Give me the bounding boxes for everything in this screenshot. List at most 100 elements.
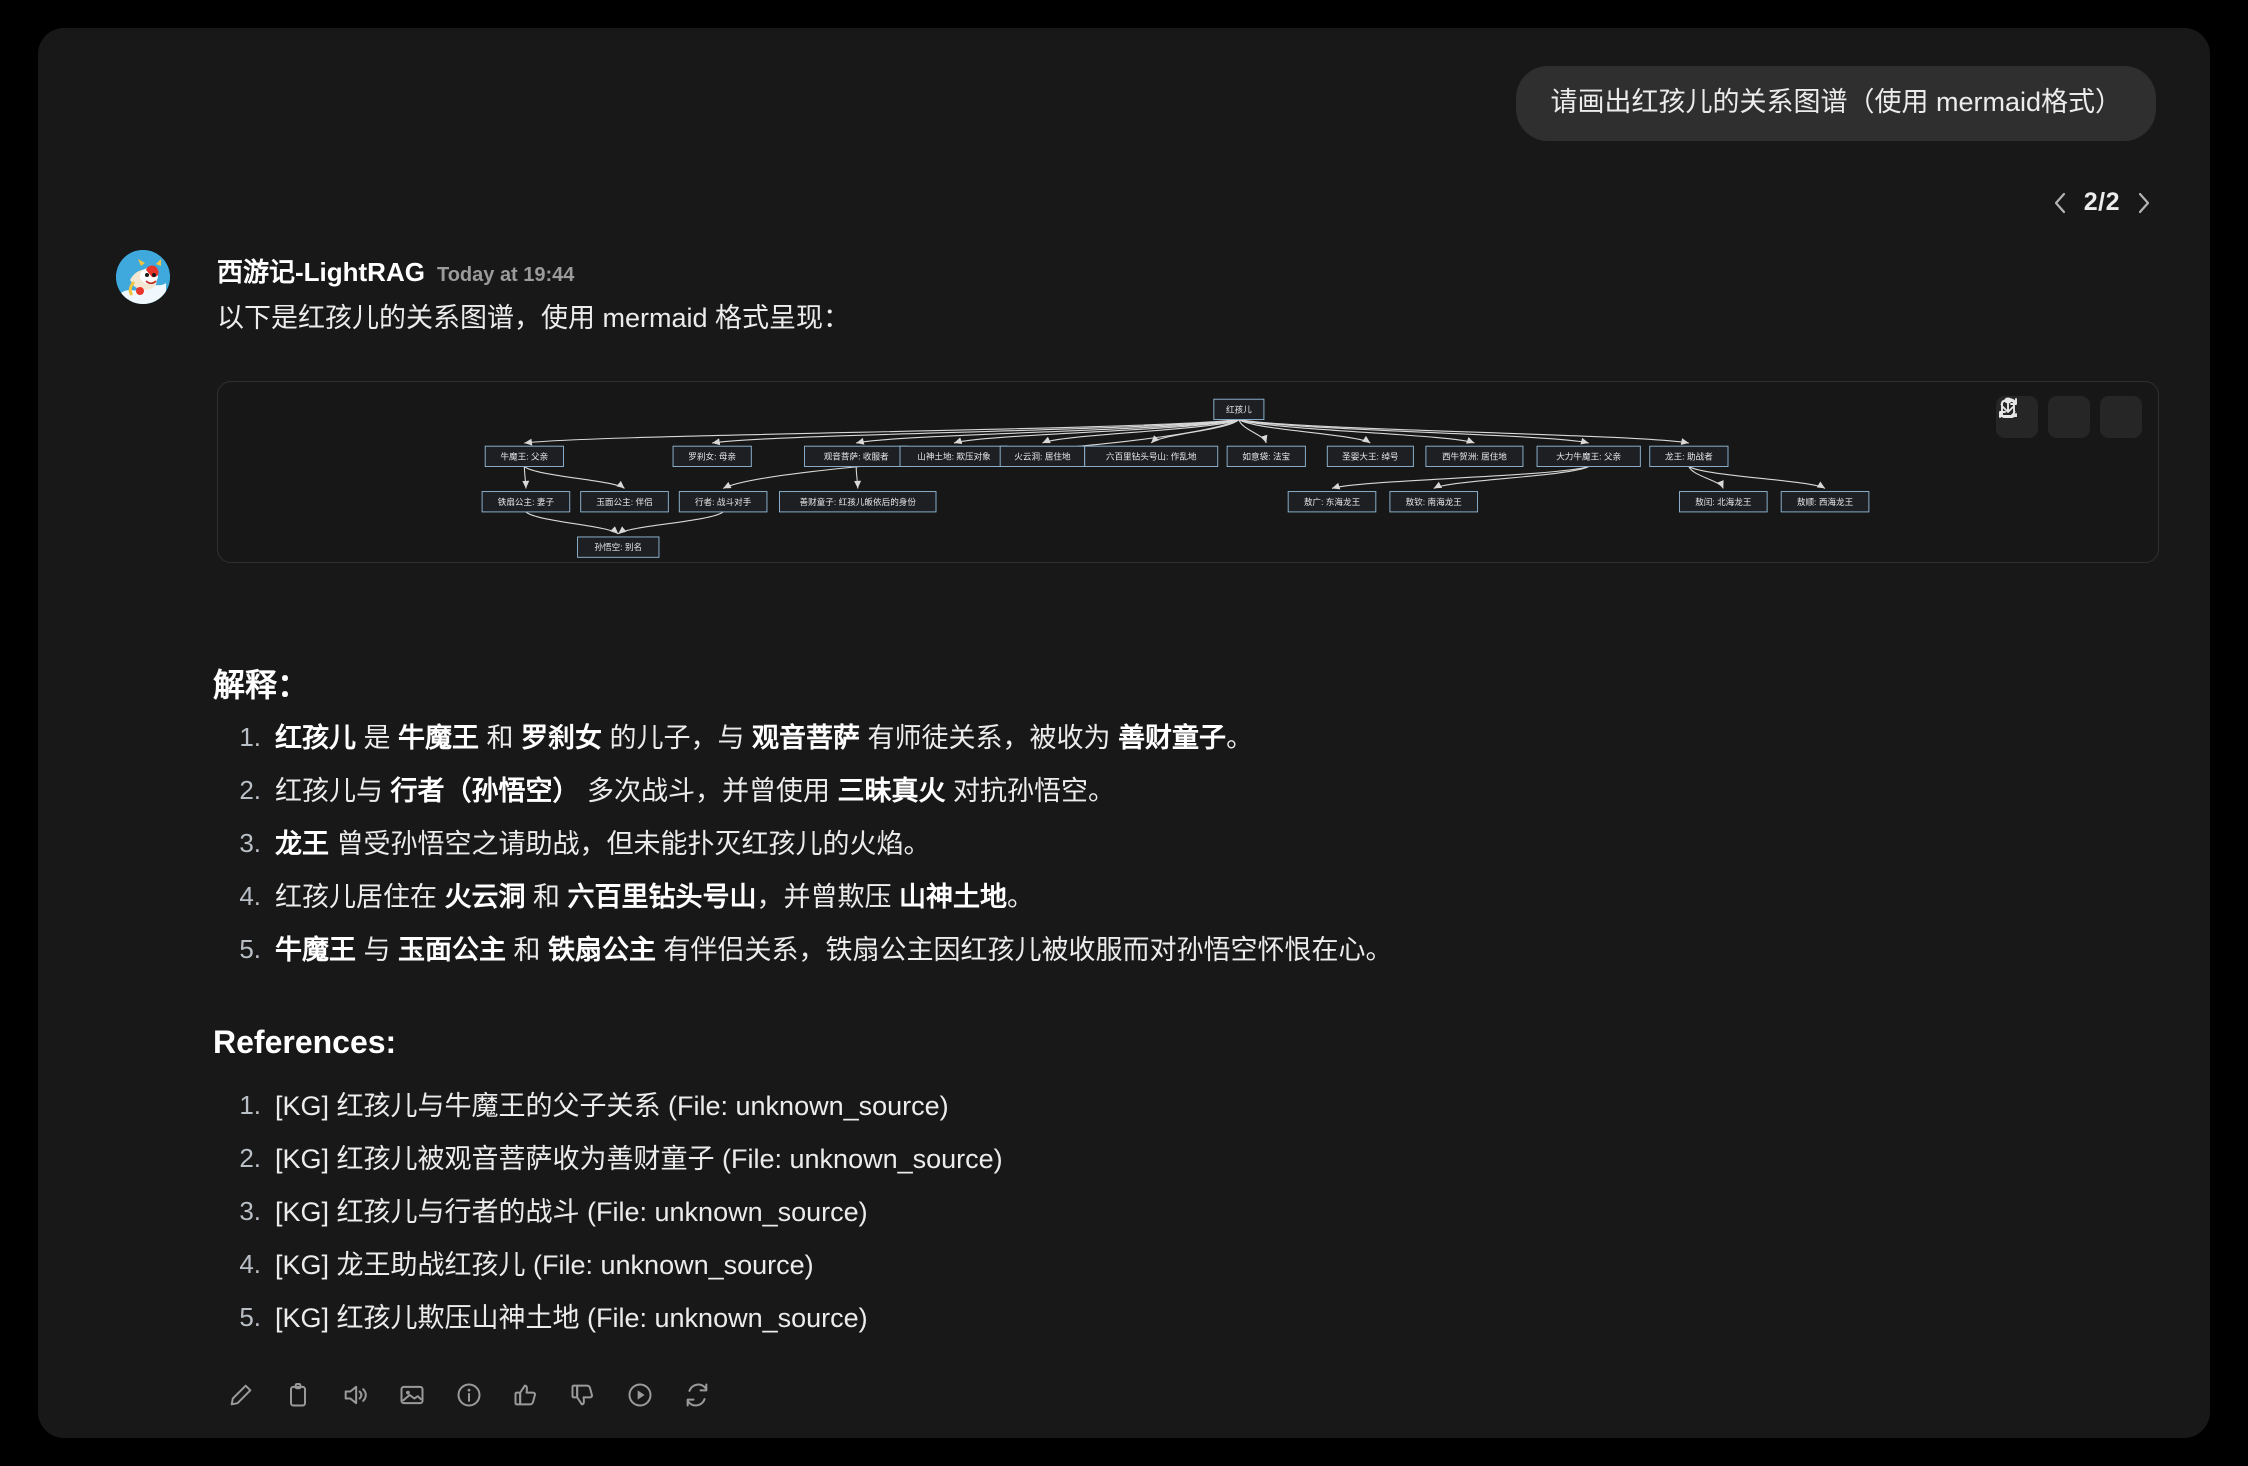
graph-node[interactable]: 观音菩萨: 收服者 — [804, 445, 909, 467]
reference-item: 5. [KG] 红孩儿欺压山神土地 (File: unknown_source) — [213, 1302, 2150, 1335]
graph-edge — [524, 419, 1239, 446]
entity-term: 龙王 — [275, 828, 329, 859]
graph-node[interactable]: 敖顺: 西海龙王 — [1780, 491, 1870, 513]
mermaid-diagram-container[interactable]: 红孩儿牛魔王: 父亲 罗刹女: 母亲 观音菩萨: 收服者 山神土地: 欺压对象 火云洞:… — [217, 381, 2159, 563]
message-timestamp: Today at 19:44 — [436, 264, 575, 286]
user-message-bubble: 请画出红孩儿的关系图谱（使用 mermaid格式） — [1516, 66, 2156, 142]
graph-node-label: 牛魔王: 父亲 — [500, 450, 548, 461]
refresh-icon[interactable] — [682, 1380, 712, 1410]
assistant-intro-text: 以下是红孩儿的关系图谱，使用 mermaid 格式呈现： — [217, 303, 851, 333]
text-run: 是 — [356, 723, 399, 753]
chat-card: 请画出红孩儿的关系图谱（使用 mermaid格式） 2/2 — [38, 28, 2210, 1438]
entity-term: 六百里钻头号山 — [567, 881, 757, 912]
clipboard-icon[interactable] — [2001, 396, 2142, 438]
reference-text: [KG] 红孩儿与行者的战斗 (File: unknown_source) — [275, 1196, 868, 1227]
text-run: 红孩儿与 — [275, 775, 391, 806]
chevron-left-icon[interactable] — [2049, 189, 2071, 217]
chevron-right-icon[interactable] — [2133, 189, 2155, 217]
text-run: 有伴侣关系，铁扇公主因红孩儿被收服而对孙悟空怀恨在心。 — [656, 934, 1393, 965]
reference-text: [KG] 红孩儿被观音菩萨收为善财童子 (File: unknown_sourc… — [275, 1143, 1003, 1174]
graph-node-label: 罗刹女: 母亲 — [688, 450, 736, 461]
text-run: 。 — [1226, 723, 1254, 753]
graph-node[interactable]: 红孩儿 — [1213, 398, 1265, 421]
thumbs-up-icon[interactable] — [511, 1380, 541, 1410]
thumbs-down-icon[interactable] — [568, 1380, 598, 1410]
graph-node-label: 敖钦: 南海龙王 — [1406, 496, 1463, 507]
entity-term: 玉面公主 — [398, 934, 507, 965]
graph-node[interactable]: 罗刹女: 母亲 — [672, 445, 752, 467]
text-run: 和 — [525, 881, 568, 912]
list-number: 1. — [239, 722, 261, 752]
entity-term: 罗刹女 — [521, 723, 603, 753]
info-icon[interactable] — [454, 1380, 484, 1410]
graph-edge — [1238, 419, 1589, 445]
image-icon[interactable] — [397, 1380, 427, 1410]
graph-node[interactable]: 敖广: 东海龙王 — [1287, 491, 1377, 513]
graph-node[interactable]: 火云洞: 居住地 — [999, 445, 1086, 467]
reference-text: [KG] 红孩儿欺压山神土地 (File: unknown_source) — [275, 1302, 868, 1333]
graph-node-label: 观音菩萨: 收服者 — [824, 450, 889, 461]
graph-node[interactable]: 龙王: 助战者 — [1649, 445, 1729, 467]
graph-edge — [854, 466, 862, 489]
graph-node[interactable]: 六百里钻头号山: 作乱地 — [1084, 445, 1219, 467]
graph-edge — [1433, 466, 1589, 489]
graph-node[interactable]: 圣婴大王: 绰号 — [1326, 445, 1414, 467]
text-run: 和 — [506, 934, 549, 965]
graph-edge — [856, 419, 1239, 445]
graph-node[interactable]: 山神土地: 欺压对象 — [899, 445, 1009, 467]
entity-term: 观音菩萨 — [752, 723, 861, 753]
graph-node-label: 圣婴大王: 绰号 — [1342, 450, 1398, 461]
graph-node[interactable]: 行者: 战斗对手 — [678, 491, 768, 513]
user-message-row: 请画出红孩儿的关系图谱（使用 mermaid格式） — [1516, 66, 2156, 142]
reference-text: [KG] 红孩儿与牛魔王的父子关系 (File: unknown_source) — [275, 1091, 949, 1121]
clipboard-icon[interactable] — [283, 1380, 313, 1410]
graph-node[interactable]: 如意袋: 法宝 — [1226, 445, 1306, 467]
reference-item: 3. [KG] 红孩儿与行者的战斗 (File: unknown_source) — [213, 1196, 2150, 1229]
speaker-icon[interactable] — [340, 1380, 370, 1410]
graph-edge — [1331, 465, 1589, 490]
explanation-item: 5. 牛魔王 与 玉面公主 和 铁扇公主 有伴侣关系，铁扇公主因红孩儿被收服而对孙… — [213, 934, 2150, 967]
graph-node-label: 龙王: 助战者 — [1665, 450, 1713, 461]
entity-term: 红孩儿 — [275, 723, 356, 753]
graph-node-label: 如意袋: 法宝 — [1242, 450, 1290, 461]
graph-node[interactable]: 善财童子: 红孩儿皈依后的身份 — [779, 491, 937, 513]
graph-node-label: 大力牛魔王: 父亲 — [1556, 450, 1621, 461]
graph-node-label: 六百里钻头号山: 作乱地 — [1106, 450, 1197, 461]
graph-node[interactable]: 敖闰: 北海龙王 — [1679, 491, 1768, 513]
graph-edge — [1238, 419, 1689, 446]
text-run: ，并曾欺压 — [756, 881, 900, 912]
graph-node[interactable]: 敖钦: 南海龙王 — [1389, 491, 1479, 513]
graph-node-label: 火云洞: 居住地 — [1014, 450, 1071, 461]
graph-node[interactable]: 西牛贺洲: 居住地 — [1425, 445, 1524, 467]
references-title: References: — [213, 1024, 397, 1060]
graph-node-label: 孙悟空: 别名 — [594, 541, 642, 552]
list-number: 2. — [239, 1142, 261, 1173]
play-circle-icon[interactable] — [625, 1380, 655, 1410]
graph-node[interactable]: 大力牛魔王: 父亲 — [1536, 445, 1641, 467]
text-run: 与 — [356, 934, 399, 965]
list-number: 3. — [239, 1195, 261, 1226]
assistant-name: 西游记-LightRAG — [217, 257, 425, 287]
entity-term: 牛魔王 — [398, 723, 480, 753]
edit-pencil-icon[interactable] — [226, 1380, 256, 1410]
graph-edge — [524, 466, 625, 489]
text-run: 有师徒关系，被收为 — [860, 723, 1119, 753]
graph-node[interactable]: 牛魔王: 父亲 — [484, 445, 564, 467]
graph-node-label: 善财童子: 红孩儿皈依后的身份 — [799, 496, 916, 507]
refresh-icon[interactable] — [1999, 396, 2090, 438]
references-list: 1. [KG] 红孩儿与牛魔王的父子关系 (File: unknown_sourc… — [213, 1090, 2150, 1355]
graph-node-label: 铁扇公主: 妻子 — [498, 496, 555, 507]
message-pager: 2/2 — [2049, 188, 2155, 217]
graph-node-label: 敖广: 东海龙王 — [1304, 496, 1361, 507]
graph-node[interactable]: 铁扇公主: 妻子 — [481, 491, 571, 513]
entity-term: 牛魔王 — [275, 934, 356, 965]
graph-node[interactable]: 孙悟空: 别名 — [577, 536, 660, 558]
entity-term: 火云洞 — [444, 881, 526, 912]
avatar[interactable] — [116, 250, 170, 304]
entity-term: 铁扇公主 — [548, 934, 657, 965]
diagram-toolbar — [1996, 396, 2142, 438]
text-run: 和 — [479, 723, 522, 753]
graph-node[interactable]: 玉面公主: 伴侣 — [580, 491, 669, 513]
list-number: 5. — [239, 1301, 261, 1332]
text-run: 红孩儿居住在 — [275, 881, 445, 912]
